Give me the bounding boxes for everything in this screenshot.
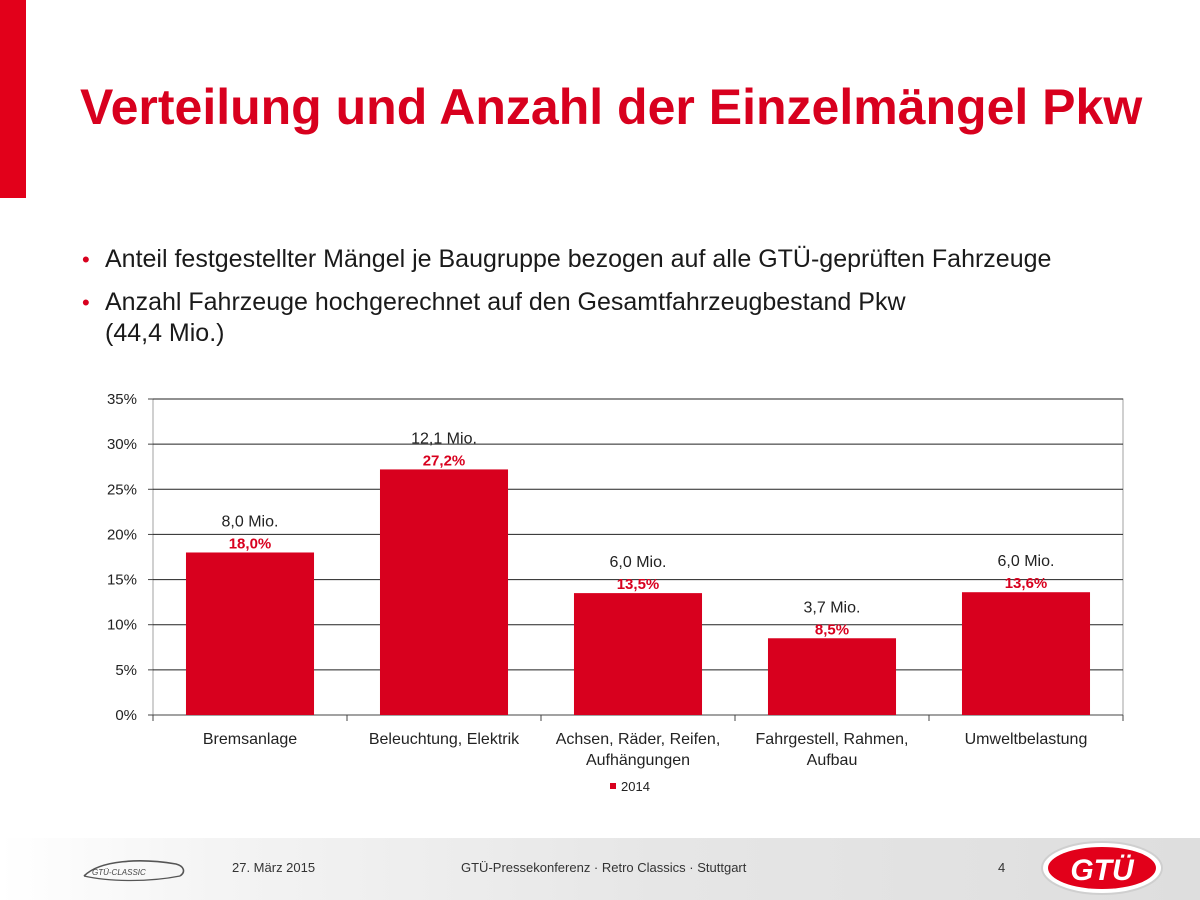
bar bbox=[573, 593, 703, 715]
y-tick-label: 5% bbox=[115, 662, 137, 679]
x-tick-label: Beleuchtung, Elektrik bbox=[369, 731, 520, 748]
x-tick-label: Umweltbelastung bbox=[965, 731, 1088, 748]
x-tick-label: Fahrgestell, Rahmen, bbox=[756, 731, 909, 748]
x-tick-label: Aufbau bbox=[807, 752, 858, 769]
bullet-text: Anzahl Fahrzeuge hochgerechnet auf den G… bbox=[105, 288, 906, 316]
legend-swatch bbox=[610, 783, 616, 789]
y-tick-label: 10% bbox=[107, 617, 137, 634]
bullet-text-continuation: (44,4 Mio.) bbox=[105, 319, 225, 347]
gtu-logo: GTÜ bbox=[1041, 841, 1163, 895]
value-label: 13,5% bbox=[617, 576, 660, 593]
bullet-icon: • bbox=[82, 290, 90, 315]
gtu-classic-logo: GTÜ-CLASSIC bbox=[83, 860, 185, 882]
x-tick-label: Bremsanlage bbox=[203, 731, 297, 748]
value-label: 27,2% bbox=[423, 452, 466, 469]
y-tick-label: 20% bbox=[107, 526, 137, 543]
count-label: 8,0 Mio. bbox=[222, 513, 279, 530]
y-tick-label: 25% bbox=[107, 481, 137, 498]
bullet-item: • Anteil festgestellter Mängel je Baugru… bbox=[82, 244, 1162, 275]
footer-event: GTÜ-Pressekonferenz · Retro Classics · S… bbox=[461, 860, 747, 875]
legend-label: 2014 bbox=[621, 779, 650, 794]
x-tick-label: Aufhängungen bbox=[586, 752, 690, 769]
y-tick-label: 15% bbox=[107, 572, 137, 589]
value-label: 8,5% bbox=[815, 621, 849, 638]
x-tick-label: Achsen, Räder, Reifen, bbox=[556, 731, 721, 748]
count-label: 3,7 Mio. bbox=[804, 599, 861, 616]
footer-date: 27. März 2015 bbox=[232, 860, 316, 875]
y-tick-label: 0% bbox=[115, 707, 137, 724]
bar bbox=[767, 638, 897, 715]
bar-chart: 0% 5% 10% 15% 20% 25% 30% 35% 18,0% 8,0 Mio. Brems… bbox=[107, 391, 1124, 794]
value-label: 18,0% bbox=[229, 535, 272, 552]
gtu-classic-logo-text: GTÜ-CLASSIC bbox=[92, 868, 146, 877]
accent-bar bbox=[0, 0, 26, 198]
gtu-logo-text: GTÜ bbox=[1070, 854, 1135, 887]
bar bbox=[961, 592, 1091, 715]
value-label: 13,6% bbox=[1005, 575, 1048, 592]
count-label: 12,1 Mio. bbox=[411, 430, 477, 447]
count-label: 6,0 Mio. bbox=[610, 554, 667, 571]
page-number: 4 bbox=[998, 860, 1006, 875]
count-label: 6,0 Mio. bbox=[998, 553, 1055, 570]
slide-title: Verteilung und Anzahl der Einzelmängel P… bbox=[80, 79, 1143, 135]
bullet-item: • Anzahl Fahrzeuge hochgerechnet auf den… bbox=[82, 287, 1162, 349]
y-tick-label: 30% bbox=[107, 436, 137, 453]
bullet-text: Anteil festgestellter Mängel je Baugrupp… bbox=[105, 245, 1052, 273]
bullet-icon: • bbox=[82, 247, 90, 272]
bar bbox=[185, 552, 315, 715]
bar bbox=[379, 469, 509, 715]
y-tick-label: 35% bbox=[107, 391, 137, 408]
footer: GTÜ-CLASSIC 27. März 2015 GTÜ-Pressekonf… bbox=[0, 838, 1200, 900]
bullet-list: • Anteil festgestellter Mängel je Baugru… bbox=[82, 244, 1162, 361]
